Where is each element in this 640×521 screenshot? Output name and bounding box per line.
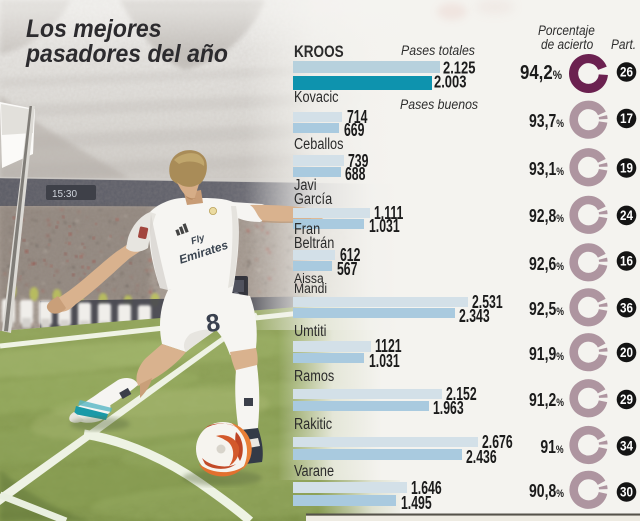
svg-text:8: 8 <box>204 309 222 339</box>
svg-text:24: 24 <box>620 208 633 223</box>
svg-text:19: 19 <box>620 161 633 176</box>
svg-text:34: 34 <box>620 439 633 454</box>
svg-text:36: 36 <box>620 300 633 315</box>
svg-text:15:30: 15:30 <box>52 189 77 200</box>
svg-text:26: 26 <box>620 65 633 80</box>
svg-text:Fly: Fly <box>190 232 207 247</box>
svg-text:16: 16 <box>620 254 633 269</box>
svg-text:30: 30 <box>620 485 633 500</box>
svg-text:20: 20 <box>620 345 633 360</box>
svg-text:17: 17 <box>620 111 633 126</box>
svg-text:29: 29 <box>620 392 633 407</box>
